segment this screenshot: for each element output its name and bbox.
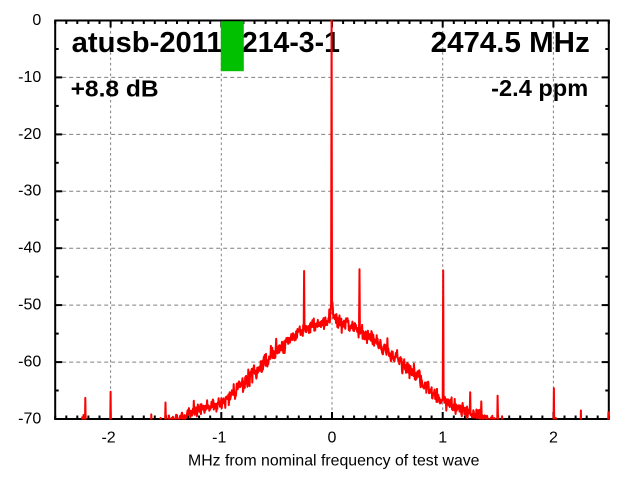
svg-text:1: 1 — [438, 430, 447, 447]
svg-text:MHz from nominal frequency of: MHz from nominal frequency of test wave — [188, 453, 480, 470]
svg-text:-20: -20 — [18, 126, 41, 143]
svg-text:2474.5 MHz: 2474.5 MHz — [431, 27, 590, 59]
svg-text:-70: -70 — [18, 410, 41, 427]
svg-text:0: 0 — [328, 430, 337, 447]
svg-text:214-3-1: 214-3-1 — [242, 27, 340, 59]
svg-text:2: 2 — [549, 430, 558, 447]
svg-text:-30: -30 — [18, 183, 41, 200]
svg-text:0: 0 — [32, 12, 41, 29]
svg-text:atusb-2011: atusb-2011 — [72, 27, 223, 59]
svg-text:-10: -10 — [18, 69, 41, 86]
svg-text:+8.8 dB: +8.8 dB — [71, 76, 159, 102]
svg-text:-2.4 ppm: -2.4 ppm — [491, 75, 588, 101]
svg-text:-60: -60 — [18, 354, 41, 371]
svg-text:-2: -2 — [101, 430, 115, 447]
svg-text:-40: -40 — [18, 240, 41, 257]
svg-text:-50: -50 — [18, 297, 41, 314]
svg-text:-1: -1 — [212, 430, 226, 447]
